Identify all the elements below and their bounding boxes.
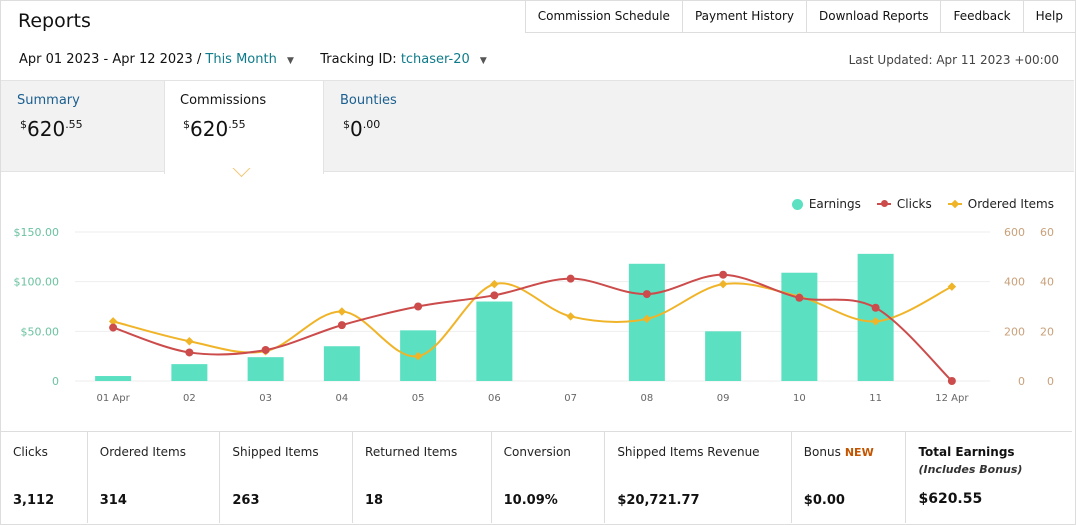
x-tick-label: 11 [869, 393, 882, 404]
tab-bounties[interactable]: Bounties $0.00 [340, 81, 480, 171]
ordered-items-line [112, 282, 953, 358]
stat-conversion: Conversion 10.09% [492, 432, 606, 523]
clicks-point [109, 323, 118, 332]
stat-ordered-items: Ordered Items 314 [88, 432, 221, 523]
date-range-text: Apr 01 2023 - Apr 12 2023 [19, 52, 193, 67]
y-right-items-tick-label: 40 [1040, 276, 1054, 289]
nav-payment-history[interactable]: Payment History [683, 1, 807, 32]
page-title: Reports [18, 10, 91, 32]
clicks-point [261, 345, 270, 354]
ordered-line-icon [947, 203, 962, 205]
period-link: This Month [205, 52, 277, 67]
nav-download-reports[interactable]: Download Reports [807, 1, 942, 32]
earnings-bar [95, 376, 132, 381]
clicks-point [947, 377, 956, 385]
x-tick-label: 12 Apr [935, 393, 969, 404]
tab-bounties-label: Bounties [340, 93, 397, 108]
earnings-dot-icon [791, 198, 803, 210]
y-left-tick-label: $50.00 [21, 325, 60, 338]
earnings-bar [323, 346, 360, 381]
tab-summary-amount: $620.55 [20, 117, 83, 141]
clicks-point [185, 348, 194, 357]
x-tick-label: 05 [412, 393, 425, 404]
clicks-point [795, 293, 804, 302]
stat-returned-items: Returned Items 18 [353, 432, 492, 523]
x-tick-label: 01 Apr [97, 393, 131, 404]
clicks-point [642, 290, 651, 299]
nav-feedback[interactable]: Feedback [941, 1, 1024, 32]
x-tick-label: 03 [259, 393, 272, 404]
legend-earnings[interactable]: Earnings [791, 197, 861, 211]
top-nav: Commission Schedule Payment History Down… [524, 1, 1075, 33]
x-tick-label: 04 [336, 393, 349, 404]
chart-legend: Earnings Clicks Ordered Items [791, 197, 1054, 211]
ordered-items-point [490, 279, 499, 289]
y-right-items-tick-label: 60 [1040, 226, 1054, 239]
legend-ordered-items[interactable]: Ordered Items [947, 197, 1054, 211]
clicks-point [566, 274, 575, 283]
filter-bar: Apr 01 2023 - Apr 12 2023 / This Month ▼… [19, 52, 487, 67]
stat-clicks: Clicks 3,112 [1, 432, 88, 523]
ordered-items-point [566, 312, 575, 321]
nav-commission-schedule[interactable]: Commission Schedule [526, 1, 683, 32]
y-left-tick-label: 0 [52, 375, 59, 388]
tab-summary-label: Summary [17, 93, 80, 108]
y-right-items-tick-label: 0 [1047, 375, 1054, 388]
y-right-clicks-tick-label: 200 [1004, 325, 1025, 338]
x-tick-label: 10 [793, 393, 806, 404]
clicks-line-icon [876, 200, 891, 207]
y-right-clicks-tick-label: 0 [1018, 375, 1025, 388]
x-tick-label: 07 [564, 393, 577, 404]
clicks-point [871, 303, 880, 312]
clicks-point [719, 270, 728, 279]
ordered-items-point [185, 337, 194, 346]
clicks-point [337, 321, 346, 330]
earnings-bar [171, 364, 208, 381]
y-right-items-tick-label: 20 [1040, 325, 1054, 338]
x-tick-label: 08 [641, 393, 654, 404]
tracking-id-selector[interactable]: Tracking ID: tchaser-20 ▼ [320, 52, 487, 67]
clicks-point [414, 302, 423, 311]
last-updated: Last Updated: Apr 11 2023 +00:00 [848, 53, 1059, 67]
tab-commissions-label: Commissions [180, 93, 267, 108]
clicks-line [112, 273, 953, 382]
ordered-items-point [413, 351, 423, 361]
y-right-clicks-tick-label: 400 [1004, 276, 1025, 289]
y-left-tick-label: $150.00 [14, 226, 60, 239]
ordered-items-point [947, 282, 957, 291]
new-badge: NEW [844, 446, 874, 459]
earnings-chart: $150.00 600 60$100.00 400 40$50.00 200 200 0 001… [14, 226, 1055, 404]
earnings-bar [781, 272, 818, 381]
tab-commissions-amount: $620.55 [183, 117, 246, 141]
earnings-bar [247, 357, 284, 381]
date-separator: / [196, 52, 202, 67]
ordered-items-point [337, 307, 347, 316]
stat-shipped-items: Shipped Items 263 [220, 432, 354, 523]
earnings-bar [705, 331, 742, 381]
stat-shipped-revenue: Shipped Items Revenue $20,721.77 [605, 432, 792, 523]
stat-total-earnings: Total Earnings (Includes Bonus) $620.55 [906, 432, 1072, 523]
y-right-clicks-tick-label: 600 [1004, 226, 1025, 239]
x-tick-label: 06 [488, 393, 501, 404]
tab-commissions[interactable]: Commissions $620.55 [164, 81, 324, 174]
legend-clicks[interactable]: Clicks [876, 197, 932, 211]
date-range-selector[interactable]: Apr 01 2023 - Apr 12 2023 / This Month ▼ [19, 52, 298, 67]
tab-bounties-amount: $0.00 [343, 117, 381, 141]
active-tab-pointer [228, 168, 256, 186]
nav-help[interactable]: Help [1035, 9, 1063, 23]
chevron-down-icon: ▼ [479, 56, 487, 66]
clicks-point [490, 291, 499, 300]
x-tick-label: 02 [183, 393, 196, 404]
x-tick-label: 09 [717, 393, 730, 404]
stats-strip: Clicks 3,112 Ordered Items 314 Shipped I… [1, 431, 1072, 523]
stat-bonus: Bonus NEW $0.00 [792, 432, 907, 523]
y-left-tick-label: $100.00 [14, 276, 60, 289]
tab-summary[interactable]: Summary $620.55 [17, 81, 162, 171]
earnings-bar [476, 301, 513, 381]
chevron-down-icon: ▼ [286, 56, 294, 66]
summary-tabs: Summary $620.55 Commissions $620.55 Boun… [1, 80, 1074, 174]
tracking-id-value: tchaser-20 [400, 52, 470, 67]
tracking-label: Tracking ID: [320, 52, 397, 67]
